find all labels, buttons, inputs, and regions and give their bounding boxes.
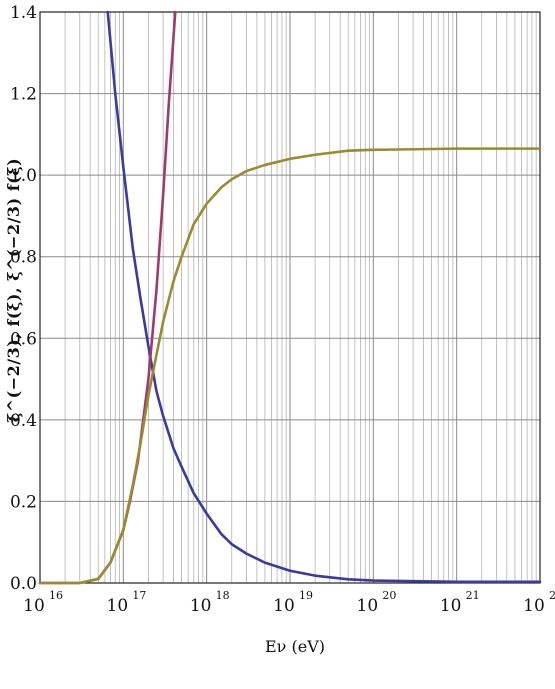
series-line-1	[106, 10, 542, 584]
x-tick-label: 10	[23, 596, 45, 616]
x-axis-label: Eν (eV)	[265, 637, 325, 656]
x-tick-exponent: 18	[216, 589, 230, 602]
x-tick-exponent: 22	[549, 589, 555, 602]
y-tick-label: 1.2	[10, 85, 37, 105]
x-tick-label: 10	[190, 596, 212, 616]
y-tick-label: 1.4	[10, 3, 37, 23]
y-tick-label: 0.2	[10, 492, 37, 512]
y-tick-label: 0.8	[10, 248, 37, 268]
x-tick-label: 10	[523, 596, 545, 616]
grid	[39, 11, 540, 584]
x-tick-exponent: 19	[299, 589, 313, 602]
x-tick-label: 10	[357, 596, 379, 616]
series-line-3	[38, 147, 542, 585]
x-tick-exponent: 20	[382, 589, 396, 602]
x-tick-label: 10	[440, 596, 462, 616]
y-tick-labels: 0.0 0.2 0.4 0.6 0.8 1.0 1.2 1.4	[10, 3, 37, 594]
y-tick-label: 0.0	[10, 574, 37, 594]
x-tick-label: 10	[107, 596, 129, 616]
x-tick-exponent: 21	[466, 589, 480, 602]
plot-frame	[39, 11, 541, 584]
series-lines	[38, 10, 542, 585]
y-tick-label: 1.0	[10, 166, 37, 186]
y-tick-label: 0.4	[10, 411, 37, 431]
x-tick-exponent: 17	[132, 589, 146, 602]
x-tick-labels: 1016101710181019102010211022	[23, 589, 555, 616]
y-tick-label: 0.6	[10, 329, 37, 349]
series-line-2	[38, 10, 177, 585]
x-tick-exponent: 16	[49, 589, 63, 602]
plot-border	[39, 11, 541, 584]
x-tick-label: 10	[273, 596, 295, 616]
y-axis-label: ξ^(−2/3), f(ξ), ξ^(−2/3) f(ξ)	[4, 158, 23, 422]
